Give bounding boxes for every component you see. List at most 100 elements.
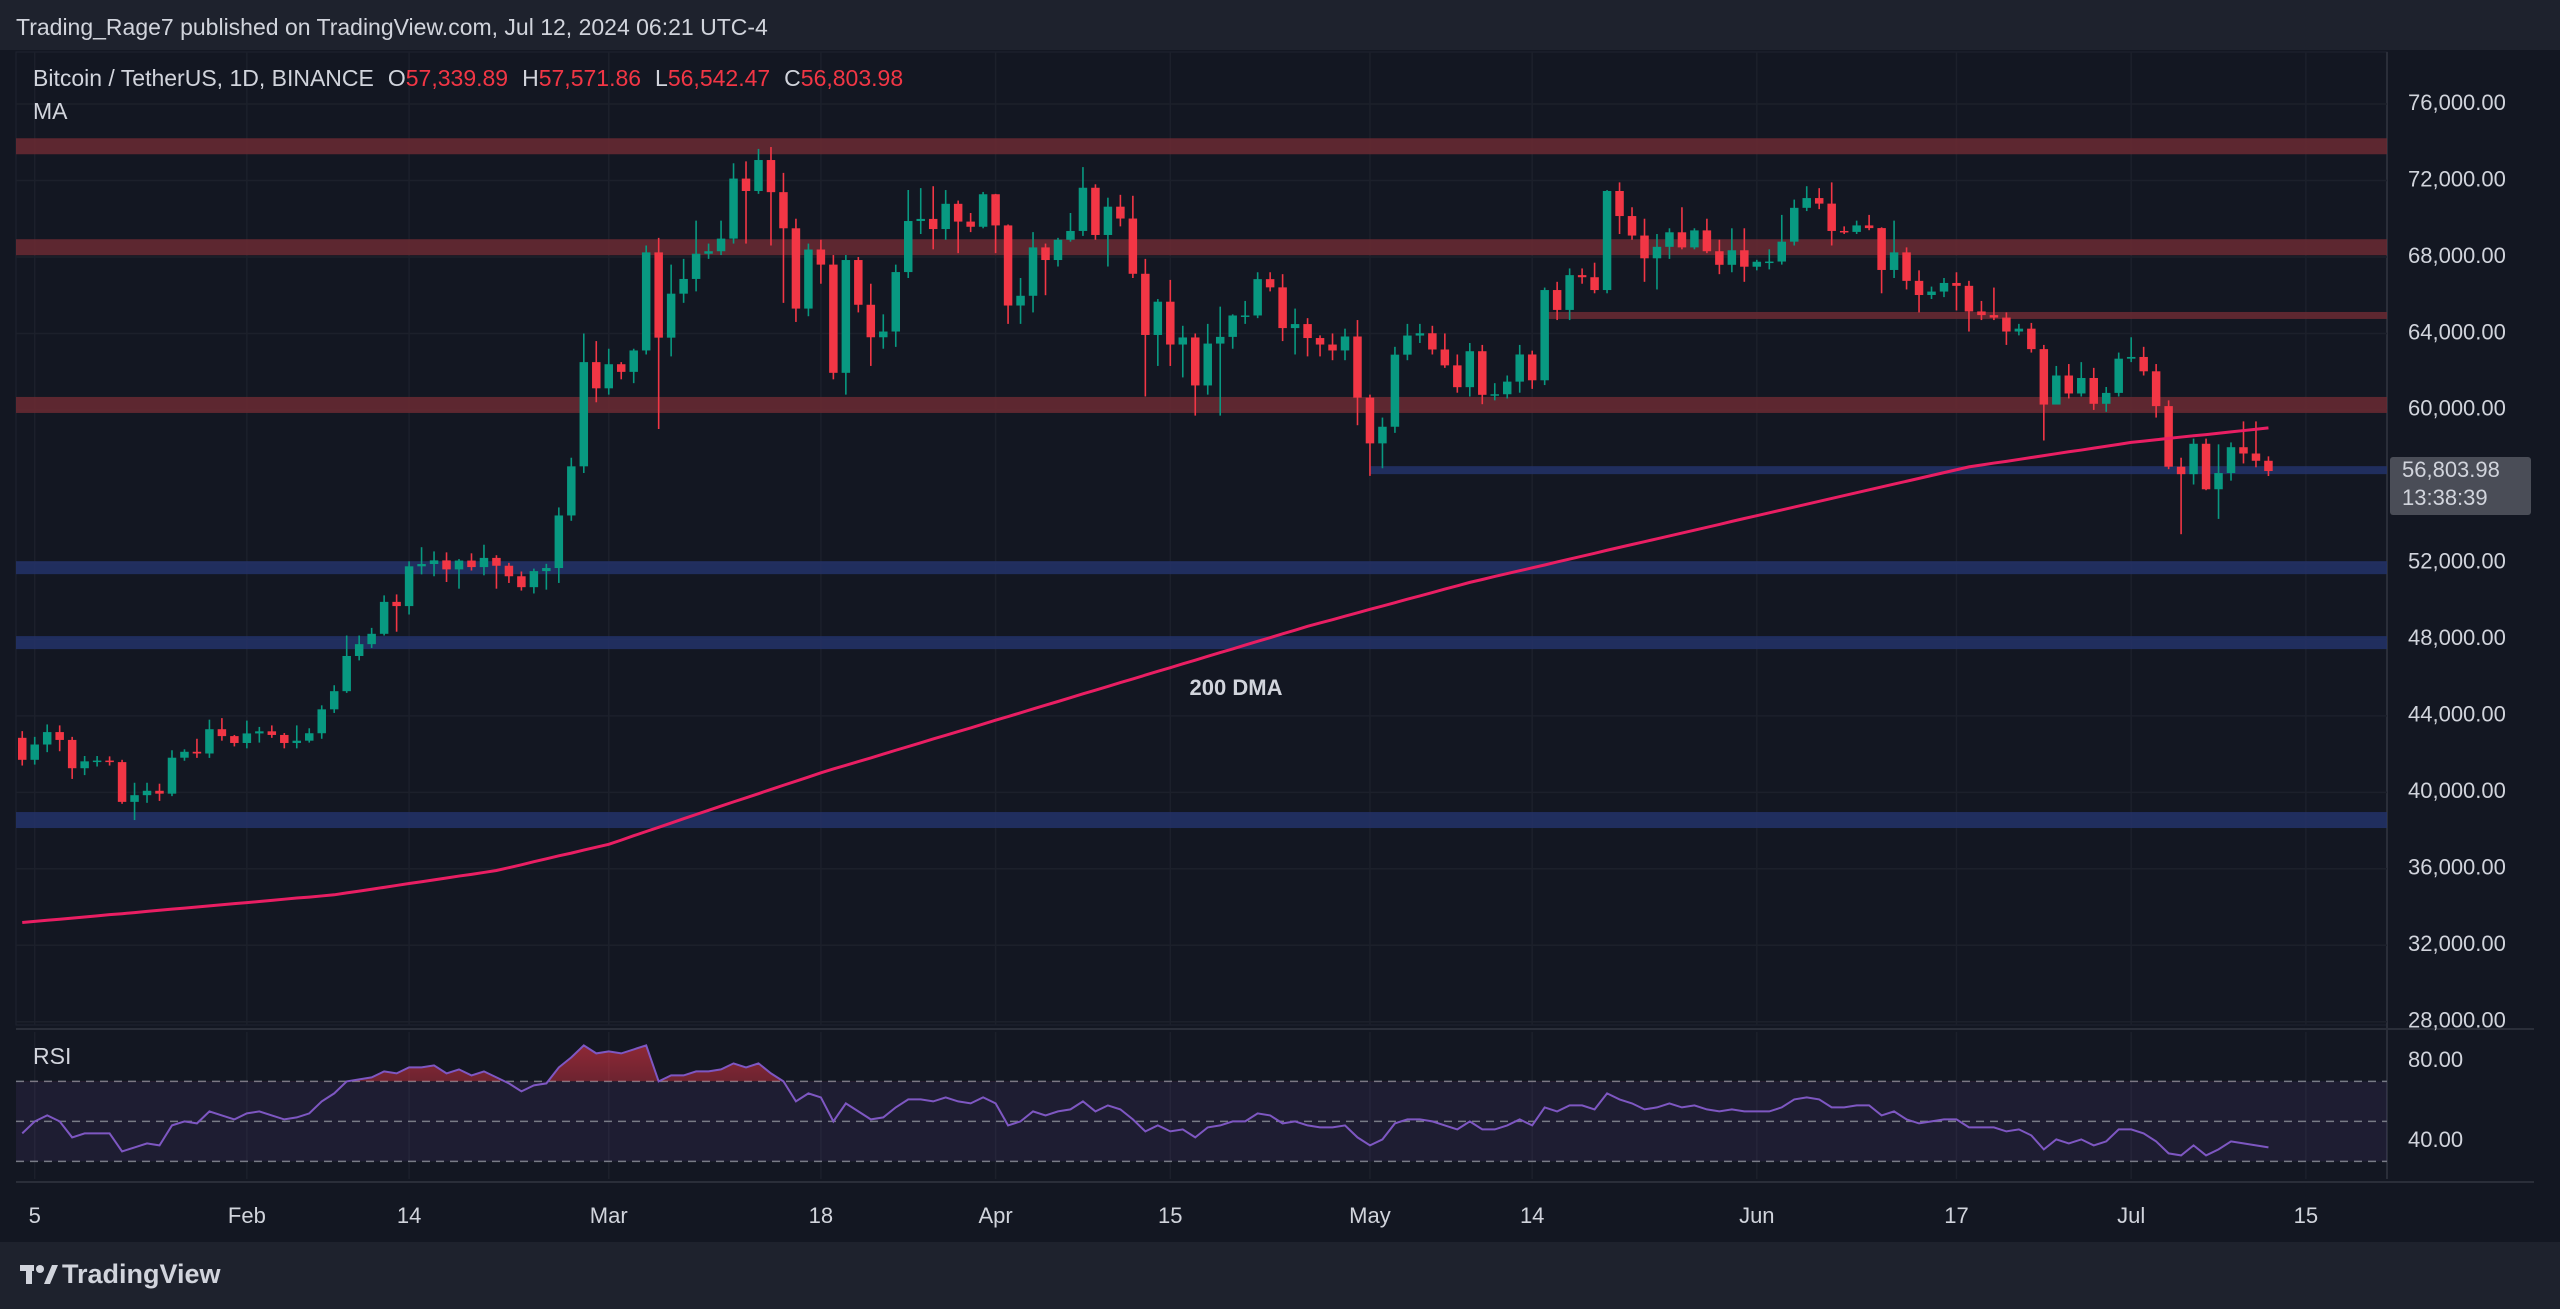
x-tick-label: 17 bbox=[1944, 1203, 1968, 1228]
candle-body bbox=[1964, 285, 1974, 312]
candle-body bbox=[55, 732, 64, 740]
x-tick-label: 15 bbox=[2294, 1203, 2318, 1228]
candle-body bbox=[492, 557, 501, 566]
candle-body bbox=[1977, 311, 1986, 316]
candle-body bbox=[579, 362, 589, 467]
candle-body bbox=[242, 733, 252, 743]
candle-body bbox=[716, 238, 726, 252]
y-tick-label: 72,000.00 bbox=[2408, 166, 2506, 191]
rsi-title: RSI bbox=[33, 1043, 71, 1069]
price-pane bbox=[15, 51, 2388, 1026]
candle-body bbox=[155, 790, 164, 794]
candle-body bbox=[1478, 351, 1487, 395]
y-tick-label: 44,000.00 bbox=[2408, 702, 2506, 727]
candle-body bbox=[1340, 336, 1350, 351]
candle-body bbox=[2126, 356, 2136, 359]
candle-body bbox=[1153, 301, 1163, 335]
candle-body bbox=[130, 795, 139, 802]
candle-body bbox=[592, 362, 601, 389]
candle-body bbox=[1215, 336, 1225, 344]
candle-body bbox=[829, 264, 838, 373]
last-price-label: 56,803.98 bbox=[2402, 457, 2500, 482]
candle-body bbox=[841, 260, 851, 373]
symbol: Bitcoin / TetherUS, 1D, BINANCE bbox=[33, 65, 374, 91]
candle-body bbox=[2151, 371, 2161, 407]
candle-body bbox=[816, 249, 826, 265]
candle-body bbox=[454, 560, 464, 570]
candle-body bbox=[554, 515, 564, 569]
candle-body bbox=[1141, 273, 1150, 335]
candle-body bbox=[367, 633, 376, 645]
candle-body bbox=[404, 566, 414, 607]
rsi-tick-label: 80.00 bbox=[2408, 1047, 2463, 1072]
x-tick-label: 14 bbox=[1520, 1203, 1544, 1228]
ohlc-key: H bbox=[522, 65, 539, 91]
header-bar bbox=[0, 0, 2560, 50]
candle-body bbox=[255, 731, 264, 734]
candle-body bbox=[2226, 447, 2236, 474]
price-zone bbox=[1369, 466, 2387, 475]
candle-body bbox=[1765, 261, 1774, 264]
footer-brand: TradingView bbox=[62, 1259, 222, 1289]
x-tick-label: Apr bbox=[978, 1203, 1012, 1228]
candle-body bbox=[1465, 351, 1475, 388]
candle-body bbox=[2251, 453, 2261, 461]
candle-body bbox=[504, 565, 514, 577]
candle-body bbox=[2064, 375, 2074, 394]
candle-body bbox=[67, 739, 77, 769]
candle-body bbox=[1702, 230, 1712, 252]
price-zone bbox=[16, 138, 2387, 155]
candle-body bbox=[417, 564, 426, 567]
candle-body bbox=[604, 364, 613, 389]
candle-body bbox=[517, 576, 526, 588]
candle-body bbox=[1677, 232, 1687, 248]
ohlc-key: L bbox=[655, 65, 668, 91]
candle-body bbox=[791, 228, 801, 309]
candle-body bbox=[2264, 460, 2273, 472]
candle-body bbox=[392, 601, 401, 607]
candle-body bbox=[679, 278, 688, 294]
candle-body bbox=[1640, 235, 1649, 259]
y-tick-label: 68,000.00 bbox=[2408, 243, 2506, 268]
rsi-tick-label: 40.00 bbox=[2408, 1127, 2463, 1152]
candle-body bbox=[1952, 282, 1961, 286]
grid bbox=[16, 52, 2387, 1179]
candle-body bbox=[1577, 275, 1587, 278]
countdown-label: 13:38:39 bbox=[2402, 485, 2488, 510]
candle-body bbox=[704, 251, 713, 254]
candle-body bbox=[2114, 358, 2123, 393]
candle-body bbox=[1353, 336, 1362, 398]
candle-body bbox=[2201, 443, 2211, 490]
candle-body bbox=[691, 253, 701, 279]
candle-body bbox=[1777, 241, 1787, 262]
candle-body bbox=[1927, 291, 1936, 296]
candle-body bbox=[180, 751, 189, 758]
candle-body bbox=[1091, 187, 1100, 235]
candle-body bbox=[1627, 216, 1637, 236]
ma-line bbox=[22, 426, 2269, 925]
ohlc-value: 57,571.86 bbox=[539, 65, 641, 91]
candle-body bbox=[991, 194, 1000, 226]
candle-body bbox=[442, 560, 451, 570]
candle-body bbox=[2052, 375, 2061, 405]
candle-body bbox=[280, 734, 289, 743]
candle-body bbox=[966, 221, 975, 227]
candle-body bbox=[2164, 406, 2173, 467]
candle-body bbox=[1827, 203, 1836, 231]
candle-body bbox=[928, 218, 938, 230]
candle-body bbox=[1365, 397, 1375, 444]
candle-body bbox=[1852, 225, 1861, 232]
x-tick-label: 18 bbox=[809, 1203, 833, 1228]
candle-body bbox=[1665, 232, 1674, 247]
candle-body bbox=[1403, 335, 1412, 355]
candle-body bbox=[317, 709, 326, 734]
candle-body bbox=[641, 252, 651, 351]
candle-body bbox=[1240, 315, 1250, 317]
candle-body bbox=[479, 557, 489, 568]
candle-body bbox=[1864, 225, 1874, 229]
candle-body bbox=[192, 751, 202, 754]
candle-body bbox=[1839, 230, 1849, 233]
candle-body bbox=[1303, 324, 1312, 339]
candle-body bbox=[1615, 191, 1624, 217]
candle-body bbox=[766, 160, 776, 193]
